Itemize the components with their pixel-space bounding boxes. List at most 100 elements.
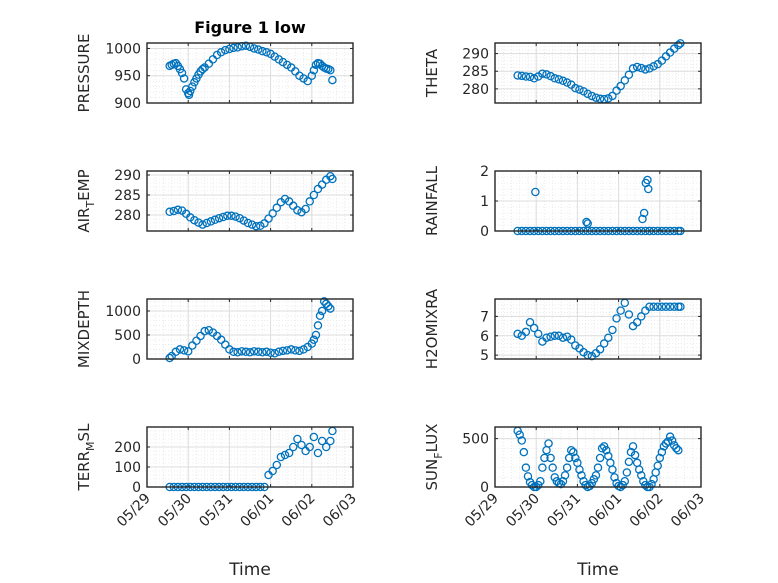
data-point bbox=[315, 311, 325, 321]
data-point bbox=[303, 76, 312, 86]
data-point bbox=[301, 204, 310, 214]
data-point bbox=[624, 70, 634, 80]
data-point bbox=[637, 63, 646, 73]
y-tick-label: 0 bbox=[480, 224, 489, 240]
data-point bbox=[517, 71, 527, 81]
x-tick-label: 05/29 bbox=[114, 491, 154, 531]
x-tick-label: 05/31 bbox=[544, 491, 584, 531]
data-point bbox=[608, 325, 617, 335]
data-point bbox=[624, 457, 634, 467]
data-point bbox=[639, 208, 649, 218]
data-point bbox=[655, 453, 665, 463]
data-point bbox=[235, 213, 244, 223]
data-point bbox=[173, 205, 183, 215]
data-point bbox=[245, 348, 255, 357]
axes-box bbox=[494, 42, 702, 104]
y-tick-label: 7 bbox=[480, 309, 489, 325]
data-point bbox=[569, 447, 578, 457]
x-tick-label: 05/31 bbox=[196, 491, 236, 531]
data-point bbox=[571, 83, 580, 93]
data-point bbox=[632, 317, 642, 327]
data-point bbox=[309, 190, 319, 200]
data-point bbox=[534, 329, 543, 339]
data-point bbox=[272, 203, 282, 213]
axes-box bbox=[494, 298, 702, 360]
y-tick-label: 0 bbox=[132, 480, 141, 496]
data-point bbox=[179, 74, 189, 83]
data-point bbox=[286, 345, 296, 354]
data-point bbox=[237, 347, 247, 356]
data-point bbox=[548, 463, 557, 472]
data-point bbox=[194, 218, 203, 227]
data-point bbox=[280, 450, 290, 460]
data-point bbox=[225, 44, 234, 54]
data-point bbox=[309, 432, 319, 442]
y-tick-label: 0 bbox=[132, 352, 141, 368]
data-point bbox=[317, 180, 327, 189]
data-point bbox=[546, 71, 555, 81]
data-point bbox=[313, 448, 323, 458]
subplot-4: 0 1 2 RAINFALL bbox=[423, 164, 702, 240]
data-point bbox=[247, 220, 257, 229]
axes-box bbox=[146, 298, 354, 360]
data-point bbox=[184, 90, 194, 100]
data-point bbox=[562, 463, 572, 472]
data-point bbox=[231, 212, 240, 221]
data-point bbox=[243, 218, 253, 228]
data-point bbox=[521, 327, 531, 337]
data-point bbox=[638, 214, 647, 224]
data-point bbox=[517, 436, 527, 445]
data-point bbox=[624, 310, 634, 319]
data-point bbox=[262, 347, 271, 357]
axes-box bbox=[146, 426, 354, 488]
data-point bbox=[641, 480, 650, 490]
data-point bbox=[188, 341, 197, 350]
y-tick-label: 100 bbox=[114, 460, 141, 476]
axes-box bbox=[494, 426, 702, 488]
data-point bbox=[630, 450, 640, 460]
data-point bbox=[566, 335, 576, 344]
data-point bbox=[620, 476, 630, 486]
data-point bbox=[575, 85, 584, 94]
data-point bbox=[321, 299, 331, 309]
data-point bbox=[649, 62, 658, 71]
data-point bbox=[309, 335, 319, 345]
data-point bbox=[610, 473, 619, 482]
data-point bbox=[216, 48, 226, 57]
data-point bbox=[218, 212, 228, 222]
data-point bbox=[542, 70, 551, 79]
x-tick-label: 06/02 bbox=[627, 491, 667, 531]
y-axis-label: RAINFALL bbox=[423, 165, 441, 236]
data-point bbox=[616, 81, 625, 91]
data-point bbox=[583, 89, 592, 99]
data-point bbox=[538, 463, 547, 472]
data-point bbox=[591, 93, 601, 102]
x-tick-label: 06/03 bbox=[668, 491, 708, 531]
data-point bbox=[186, 86, 195, 96]
data-point bbox=[305, 442, 314, 452]
data-point bbox=[564, 453, 574, 463]
data-point bbox=[558, 333, 568, 342]
data-point bbox=[307, 71, 317, 80]
data-point bbox=[513, 329, 522, 339]
data-point bbox=[200, 326, 209, 336]
data-point bbox=[558, 76, 568, 86]
data-point bbox=[258, 46, 267, 56]
data-point bbox=[616, 306, 625, 315]
x-tick-label: 06/01 bbox=[238, 491, 278, 531]
data-point bbox=[295, 346, 304, 356]
data-point bbox=[674, 445, 683, 455]
data-point bbox=[641, 65, 650, 74]
data-point bbox=[634, 465, 644, 474]
data-point bbox=[249, 347, 259, 356]
data-point bbox=[536, 476, 545, 486]
y-tick-label: 950 bbox=[114, 69, 141, 85]
y-axis-label: H2OMIXRA bbox=[423, 288, 441, 369]
data-point bbox=[309, 66, 319, 75]
x-tick-label: 06/03 bbox=[320, 491, 360, 531]
data-point bbox=[525, 72, 535, 82]
subplot-3: 280 285 290 AIRTEMP bbox=[75, 168, 354, 233]
data-point bbox=[582, 217, 591, 227]
data-point bbox=[328, 75, 337, 85]
